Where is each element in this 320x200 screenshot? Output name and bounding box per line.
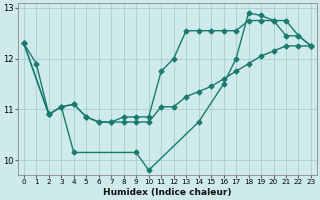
X-axis label: Humidex (Indice chaleur): Humidex (Indice chaleur) — [103, 188, 232, 197]
